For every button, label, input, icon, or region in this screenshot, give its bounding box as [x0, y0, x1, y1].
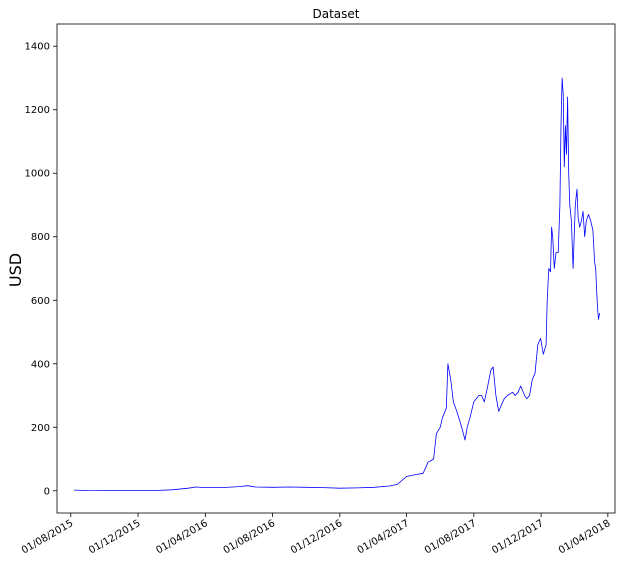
y-tick-label: 1400 [25, 42, 50, 53]
chart-title: Dataset [313, 7, 360, 21]
y-tick-label: 600 [31, 296, 50, 307]
y-tick-label: 800 [31, 232, 50, 243]
y-tick-label: 1000 [25, 169, 50, 180]
y-axis-label: USD [6, 253, 25, 287]
y-tick-label: 200 [31, 423, 50, 434]
plot-area-frame [56, 23, 616, 514]
y-tick-label: 400 [31, 359, 50, 370]
y-tick-label: 0 [44, 486, 50, 497]
price-series-line [74, 77, 600, 491]
y-axis: 0 200 400 600 800 1000 1200 1400 [25, 42, 57, 497]
y-tick-label: 1200 [25, 105, 50, 116]
